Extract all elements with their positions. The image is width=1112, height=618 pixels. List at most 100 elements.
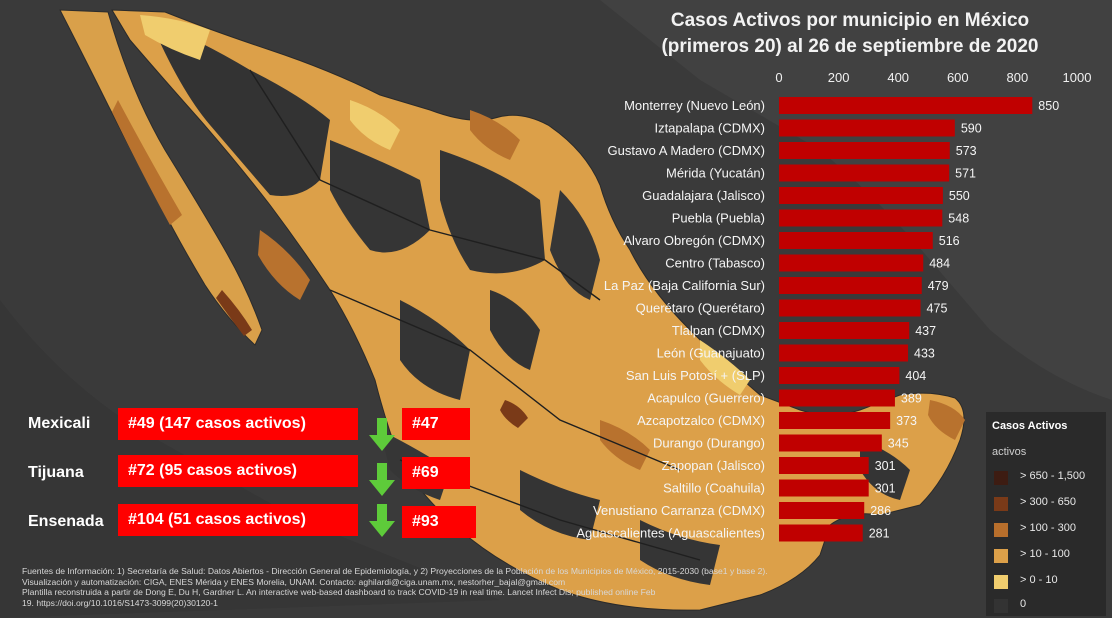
category-label: Tlalpan (CDMX) <box>672 323 765 338</box>
category-label: Acapulco (Guerrero) <box>647 391 765 406</box>
bar <box>779 299 921 317</box>
legend-title: Casos Activos <box>992 420 1068 432</box>
x-tick-label: 0 <box>775 70 782 85</box>
category-label: Guadalajara (Jalisco) <box>642 188 765 203</box>
bar <box>779 232 933 249</box>
legend-item: > 100 - 300 <box>994 520 1104 540</box>
bar <box>779 142 950 159</box>
category-label: Venustiano Carranza (CDMX) <box>593 503 765 518</box>
legend-item: > 650 - 1,500 <box>994 468 1104 488</box>
legend-label: > 650 - 1,500 <box>1020 470 1086 482</box>
data-label: 573 <box>956 144 977 158</box>
legend-item: > 0 - 10 <box>994 572 1104 592</box>
legend-label: > 10 - 100 <box>1020 548 1070 560</box>
data-label: 301 <box>875 482 896 496</box>
bar <box>779 322 910 339</box>
arrow-down-icon <box>369 418 395 451</box>
bar <box>779 412 891 429</box>
arrow-down-icon <box>369 463 395 496</box>
bar <box>779 367 900 384</box>
previous-rank-mexicali: #47 <box>402 408 470 440</box>
data-label: 475 <box>927 302 948 316</box>
legend-item: 0 <box>994 596 1104 616</box>
category-label: Durango (Durango) <box>653 436 765 451</box>
bar <box>779 502 865 519</box>
data-label: 850 <box>1038 99 1059 113</box>
x-tick-label: 400 <box>887 70 909 85</box>
legend-swatch-3 <box>994 549 1008 563</box>
category-label: Azcapotzalco (CDMX) <box>637 413 765 428</box>
legend-label: > 300 - 650 <box>1020 496 1076 508</box>
bar <box>779 389 895 407</box>
category-label: Querétaro (Querétaro) <box>636 301 765 316</box>
bar <box>779 457 869 474</box>
bar <box>779 119 955 137</box>
city-label-mexicali: Mexicali <box>28 415 91 432</box>
legend-swatch-0 <box>994 471 1008 485</box>
x-tick-label: 200 <box>828 70 850 85</box>
chart-title-line-1: Casos Activos por municipio en México <box>670 10 1030 31</box>
category-label: Monterrey (Nuevo León) <box>624 98 765 113</box>
source-line-2: Visualización y automatización: CIGA, EN… <box>22 576 566 587</box>
category-label: Centro (Tabasco) <box>665 256 765 271</box>
data-label: 479 <box>928 279 949 293</box>
bar <box>779 209 943 227</box>
data-label: 433 <box>914 347 935 361</box>
bar <box>779 187 943 204</box>
bar <box>779 344 909 362</box>
previous-rank-ensenada: #93 <box>402 506 476 538</box>
previous-rank-tijuana: #69 <box>402 457 470 489</box>
legend-swatch-4 <box>994 575 1008 589</box>
data-label: 548 <box>948 212 969 226</box>
city-label-tijuana: Tijuana <box>28 464 84 481</box>
sources-footnote: Fuentes de Información: 1) Secretaría de… <box>22 566 982 608</box>
data-label: 571 <box>955 167 976 181</box>
data-label: 437 <box>915 324 936 338</box>
data-label: 345 <box>888 437 909 451</box>
map-legend: Casos Activos activos > 650 - 1,500 > 30… <box>986 412 1106 616</box>
current-rank-ensenada: #104 (51 casos activos) <box>118 504 358 536</box>
legend-swatch-5 <box>994 599 1008 613</box>
legend-subtitle: activos <box>992 446 1027 458</box>
bar <box>779 254 924 272</box>
source-line-1: Fuentes de Información: 1) Secretaría de… <box>22 566 768 576</box>
city-label-ensenada: Ensenada <box>28 513 104 530</box>
data-label: 484 <box>929 257 950 271</box>
legend-label: 0 <box>1020 598 1027 610</box>
source-line-3: Plantilla reconstruida a partir de Dong … <box>22 587 656 598</box>
legend-label: > 0 - 10 <box>1020 574 1058 586</box>
source-line-4: 19. https://doi.org/10.1016/S1473-3099(2… <box>22 597 218 608</box>
current-rank-tijuana: #72 (95 casos activos) <box>118 455 358 487</box>
category-label: Gustavo A Madero (CDMX) <box>608 143 766 158</box>
legend-label: > 100 - 300 <box>1020 522 1076 534</box>
bar <box>779 97 1033 114</box>
current-rank-mexicali: #49 (147 casos activos) <box>118 408 358 440</box>
data-label: 404 <box>905 369 926 383</box>
category-label: Puebla (Puebla) <box>672 211 765 226</box>
x-tick-label: 600 <box>947 70 969 85</box>
bar <box>779 434 882 452</box>
data-label: 389 <box>901 392 922 406</box>
x-tick-label: 800 <box>1007 70 1029 85</box>
data-label: 516 <box>939 234 960 248</box>
data-label: 301 <box>875 459 896 473</box>
legend-item: > 300 - 650 <box>994 494 1104 514</box>
data-label: 286 <box>870 504 891 518</box>
data-label: 281 <box>869 527 890 541</box>
category-label: San Luis Potosí + (SLP) <box>626 368 765 383</box>
category-label: Zapopan (Jalisco) <box>662 458 765 473</box>
category-label: Alvaro Obregón (CDMX) <box>623 233 765 248</box>
data-label: 550 <box>949 189 970 203</box>
arrow-down-icon <box>369 504 395 537</box>
bar <box>779 524 863 542</box>
category-label: Iztapalapa (CDMX) <box>654 121 765 136</box>
data-label: 373 <box>896 414 917 428</box>
legend-swatch-1 <box>994 497 1008 511</box>
category-label: La Paz (Baja California Sur) <box>604 278 765 293</box>
category-label: Saltillo (Coahuila) <box>663 481 765 496</box>
category-label: León (Guanajuato) <box>657 346 765 361</box>
category-label: Aguascalientes (Aguascalientes) <box>576 526 765 541</box>
bar <box>779 164 950 182</box>
